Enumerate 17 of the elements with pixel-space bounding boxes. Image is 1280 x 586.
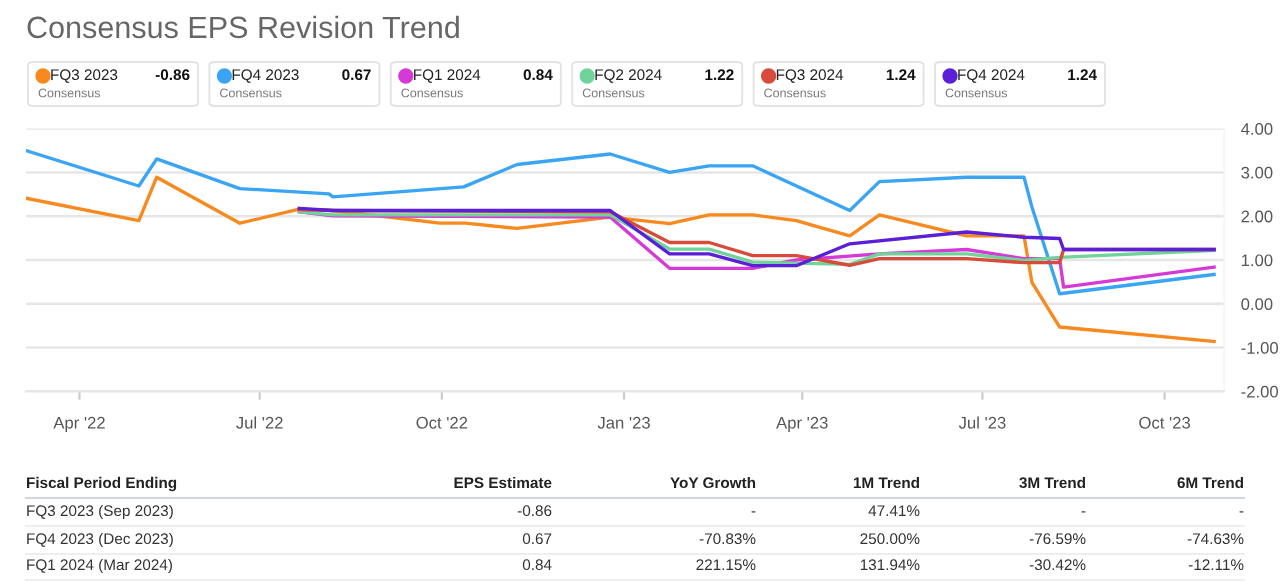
x-tick-label: Oct '23 xyxy=(1139,416,1190,429)
x-tick-label: Apr '23 xyxy=(776,416,828,432)
y-tick-label: -2.00 xyxy=(1241,385,1278,398)
x-tick-label: Jul '23 xyxy=(958,416,1006,429)
y-tick-label: 0.00 xyxy=(1241,298,1273,310)
y-tick-label: -1.00 xyxy=(1241,342,1278,354)
x-tick-label: Jul '22 xyxy=(236,416,283,429)
y-tick-label: 1.00 xyxy=(1241,254,1273,267)
chart-title: Consensus EPS Revision Trend xyxy=(27,15,459,39)
y-tick-label: 3.00 xyxy=(1241,166,1273,179)
x-tick-label: Oct '22 xyxy=(416,416,468,429)
line-series xyxy=(26,175,1216,344)
y-tick-label: 2.00 xyxy=(1241,210,1273,223)
x-tick-label: Apr '22 xyxy=(53,416,105,432)
x-tick-label: Jan '23 xyxy=(597,416,650,429)
y-tick-label: 4.00 xyxy=(1241,123,1273,135)
line-series xyxy=(26,148,1216,296)
